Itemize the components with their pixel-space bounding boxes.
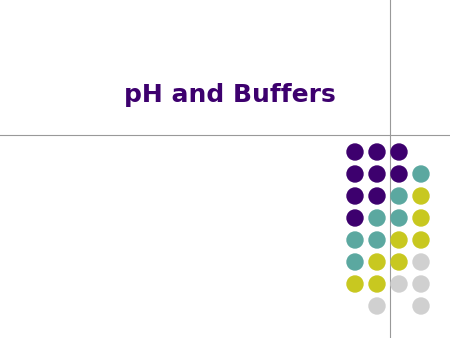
Circle shape (369, 232, 385, 248)
Circle shape (347, 276, 363, 292)
Circle shape (413, 232, 429, 248)
Circle shape (369, 298, 385, 314)
Circle shape (347, 144, 363, 160)
Circle shape (413, 254, 429, 270)
Circle shape (347, 166, 363, 182)
Circle shape (391, 232, 407, 248)
Circle shape (347, 232, 363, 248)
Circle shape (347, 210, 363, 226)
Circle shape (391, 254, 407, 270)
Circle shape (347, 254, 363, 270)
Circle shape (391, 276, 407, 292)
Circle shape (369, 188, 385, 204)
Circle shape (369, 276, 385, 292)
Text: pH and Buffers: pH and Buffers (124, 83, 336, 107)
Circle shape (369, 254, 385, 270)
Circle shape (413, 298, 429, 314)
Circle shape (413, 276, 429, 292)
Circle shape (369, 210, 385, 226)
Circle shape (391, 210, 407, 226)
Circle shape (413, 188, 429, 204)
Circle shape (369, 144, 385, 160)
Circle shape (413, 210, 429, 226)
Circle shape (391, 166, 407, 182)
Circle shape (391, 188, 407, 204)
Circle shape (391, 144, 407, 160)
Circle shape (369, 166, 385, 182)
Circle shape (413, 166, 429, 182)
Circle shape (347, 188, 363, 204)
